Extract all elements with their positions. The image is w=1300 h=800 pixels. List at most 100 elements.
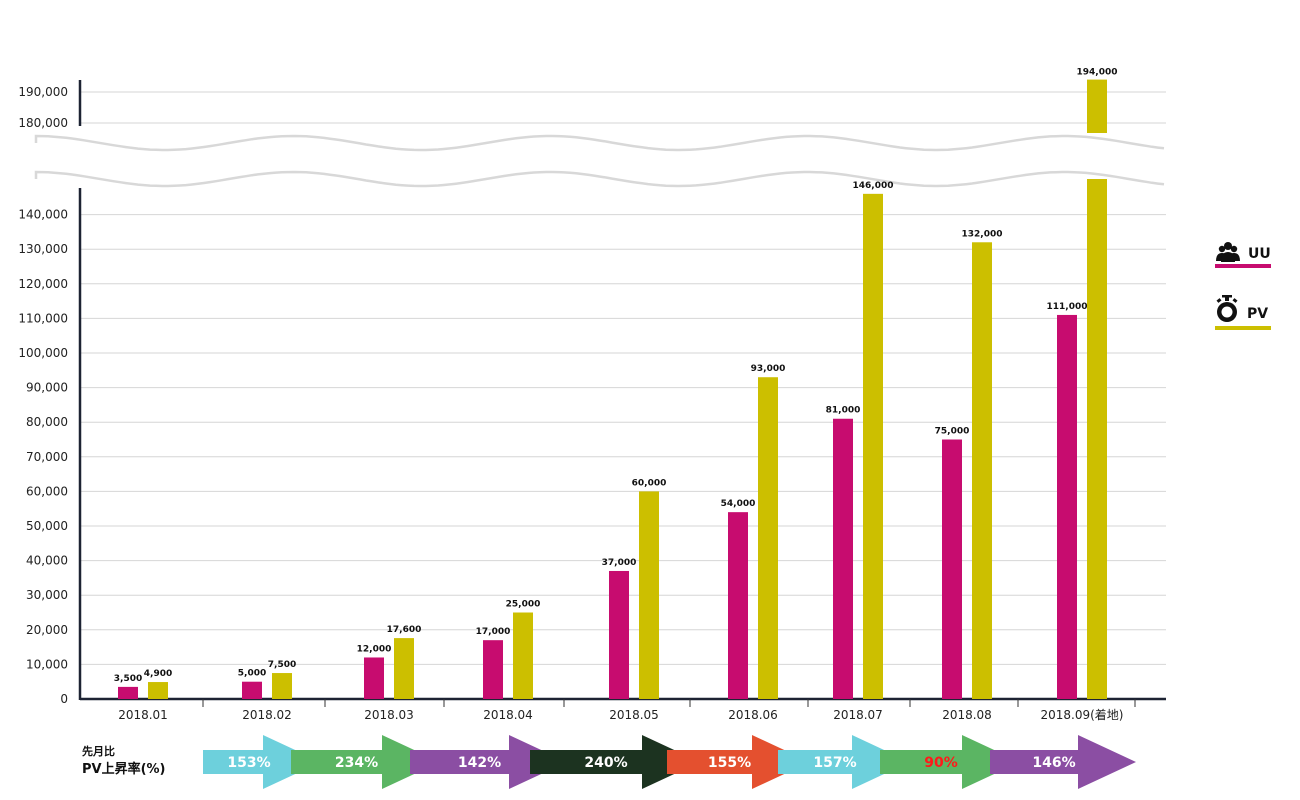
bar-pv <box>272 673 292 699</box>
x-tick-label: 2018.01 <box>118 708 168 722</box>
data-label-uu: 111,000 <box>1047 302 1088 312</box>
legend-swatch-pv <box>1215 326 1271 330</box>
x-tick-label: 2018.07 <box>833 708 883 722</box>
x-tick-label: 2018.08 <box>942 708 992 722</box>
growth-caption-line1: 先月比 <box>82 744 115 758</box>
bar-uu <box>1057 314 1077 699</box>
axis-break <box>30 133 1170 188</box>
data-label-pv: 4,900 <box>144 669 172 679</box>
data-label-pv: 7,500 <box>268 660 296 670</box>
y-tick-label: 40,000 <box>26 554 68 568</box>
growth-arrow <box>990 735 1136 789</box>
y-tick-label: 120,000 <box>18 277 68 291</box>
bar-uu <box>942 439 962 699</box>
growth-caption: 先月比 PV上昇率(%) <box>82 744 166 777</box>
axis-break-wave <box>34 170 1165 188</box>
y-tick-label: 30,000 <box>26 588 68 602</box>
data-label-uu: 81,000 <box>826 406 861 416</box>
growth-arrow <box>291 735 440 789</box>
bar-uu <box>728 512 748 699</box>
y-tick-label: 140,000 <box>18 208 68 222</box>
legend-swatch-uu <box>1215 264 1271 268</box>
bar-pv <box>1087 179 1107 699</box>
bar-pv <box>758 377 778 699</box>
y-tick-label: 20,000 <box>26 623 68 637</box>
growth-arrow <box>667 735 810 789</box>
data-label-uu: 37,000 <box>602 558 637 568</box>
y-tick-label: 90,000 <box>26 381 68 395</box>
bar-pv <box>639 491 659 699</box>
growth-arrow <box>778 735 910 789</box>
y-tick-label: 110,000 <box>18 311 68 325</box>
growth-arrow <box>203 735 321 789</box>
data-label-pv: 25,000 <box>506 600 541 610</box>
growth-rate-label: 146% <box>1032 755 1075 771</box>
x-tick-labels: 2018.01 2018.02 2018.03 2018.04 2018.05 2018.… <box>118 707 1123 722</box>
y-tick-label: 50,000 <box>26 519 68 533</box>
bar-uu <box>483 640 503 699</box>
y-tick-label: 60,000 <box>26 484 68 498</box>
bar-uu <box>609 570 629 699</box>
bar-uu <box>833 418 853 699</box>
growth-arrow <box>410 735 567 789</box>
bar-pv <box>972 242 992 699</box>
y-tick-label: 130,000 <box>18 242 68 256</box>
y-tick-label: 10,000 <box>26 657 68 671</box>
growth-caption-line2: PV上昇率(%) <box>82 761 166 777</box>
legend-item-uu: UU <box>1215 242 1271 268</box>
legend-label-pv: PV <box>1247 306 1268 322</box>
y-tick-label: 100,000 <box>18 346 68 360</box>
legend-item-pv: PV <box>1215 295 1271 330</box>
bars <box>118 79 1107 699</box>
data-label-pv: 60,000 <box>632 478 667 488</box>
growth-rate-label: 240% <box>584 755 627 771</box>
data-label-pv: 132,000 <box>962 229 1003 239</box>
growth-rate-label: 153% <box>227 755 270 771</box>
data-label-pv: 146,000 <box>853 181 894 191</box>
y-tick-label: 0 <box>60 692 68 706</box>
data-label-uu: 54,000 <box>721 499 756 509</box>
data-label-pv: 17,600 <box>387 625 422 635</box>
growth-arrows: 153% 234% 142% 240% 155% 157% 90% 146% <box>203 735 1136 789</box>
y-tick-label: 80,000 <box>26 415 68 429</box>
legend: UU PV <box>1215 242 1271 330</box>
x-tick-label: 2018.05 <box>609 708 659 722</box>
growth-rate-label: 155% <box>708 755 751 771</box>
data-label-pv: 93,000 <box>751 364 786 374</box>
bar-pv <box>148 682 168 699</box>
data-label-uu: 3,500 <box>114 674 142 684</box>
data-label-uu: 17,000 <box>476 627 511 637</box>
growth-arrow <box>880 735 1020 789</box>
x-tick-label: 2018.03 <box>364 708 414 722</box>
bar-pv <box>394 638 414 699</box>
bar-uu <box>364 657 384 699</box>
legend-label-uu: UU <box>1248 246 1271 262</box>
x-tick-label: 2018.06 <box>728 708 778 722</box>
bar-uu <box>242 681 262 699</box>
x-tick-label: 2018.04 <box>483 708 533 722</box>
y-tick-labels: 0 10,000 20,000 30,000 40,000 50,000 60,000 70,… <box>18 85 68 706</box>
users-icon <box>1216 242 1240 262</box>
growth-rate-label: 90% <box>924 755 958 771</box>
axis-break-wave <box>34 134 1165 152</box>
growth-rate-label: 234% <box>335 755 378 771</box>
data-label-uu: 5,000 <box>238 669 266 679</box>
bar-uu <box>118 686 138 699</box>
data-label-uu: 75,000 <box>935 427 970 437</box>
x-tick-label: 2018.02 <box>242 708 292 722</box>
stopwatch-icon <box>1216 295 1238 322</box>
bar-pv <box>513 612 533 699</box>
y-tick-label: 190,000 <box>18 85 68 99</box>
data-label-uu: 12,000 <box>357 644 392 654</box>
growth-rate-label: 157% <box>813 755 856 771</box>
data-label-pv: 194,000 <box>1077 68 1118 78</box>
x-tick-label: 2018.09(着地) <box>1041 707 1124 722</box>
data-labels: 3,500 5,000 12,000 17,000 37,000 54,000 81,000… <box>114 68 1118 684</box>
y-tick-label: 70,000 <box>26 450 68 464</box>
bar-pv-upper <box>1087 79 1107 133</box>
growth-arrow <box>530 735 700 789</box>
bar-pv <box>863 193 883 699</box>
growth-rate-label: 142% <box>458 755 501 771</box>
y-tick-label: 180,000 <box>18 116 68 130</box>
